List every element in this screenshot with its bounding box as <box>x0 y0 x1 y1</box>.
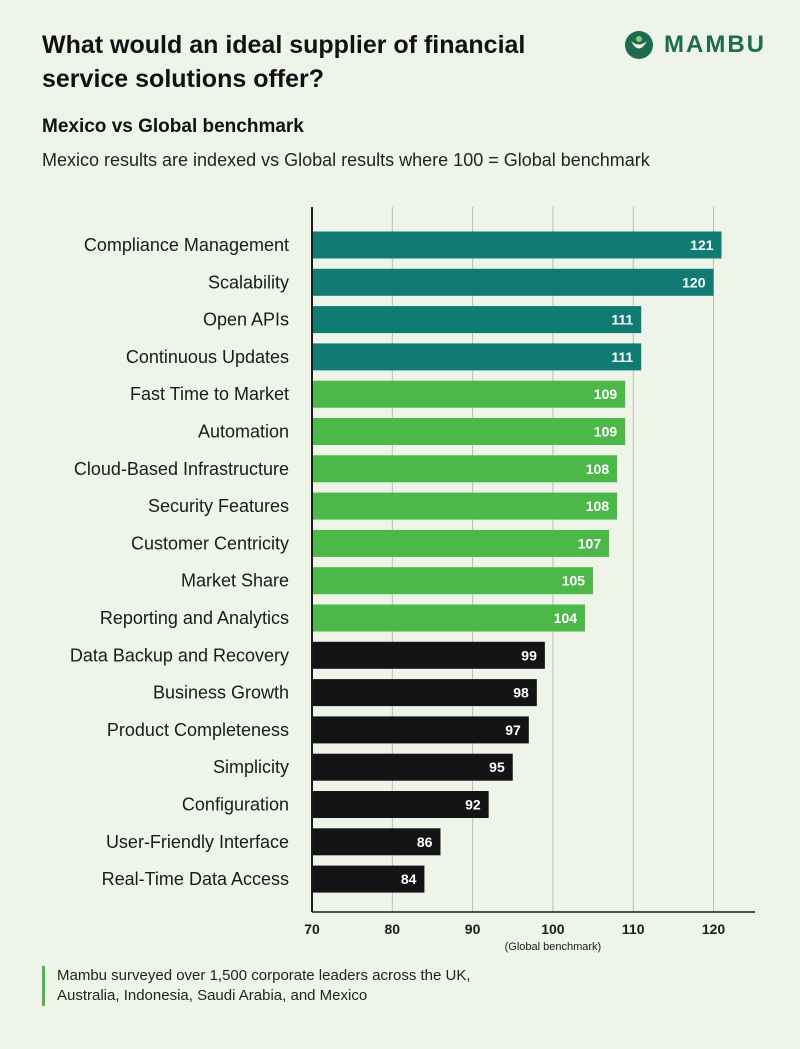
data-label: 107 <box>578 535 602 551</box>
category-label: Customer Centricity <box>131 533 289 553</box>
bar <box>312 306 642 334</box>
category-label: User-Friendly Interface <box>106 832 289 852</box>
category-label: Security Features <box>148 496 289 516</box>
data-label: 120 <box>682 274 706 290</box>
survey-footnote: Mambu surveyed over 1,500 corporate lead… <box>42 966 517 1006</box>
category-label: Continuous Updates <box>126 347 289 367</box>
data-label: 95 <box>489 759 505 775</box>
bar <box>312 604 586 632</box>
brand-logo: MAMBU <box>624 30 766 60</box>
data-label: 92 <box>465 797 481 813</box>
data-label: 98 <box>513 685 529 701</box>
category-label: Product Completeness <box>107 720 289 740</box>
bar <box>312 791 489 818</box>
category-label: Fast Time to Market <box>130 384 289 404</box>
chart-subtitle: Mexico vs Global benchmark <box>42 116 304 137</box>
data-label: 108 <box>586 461 610 477</box>
x-tick-label: 80 <box>385 921 401 937</box>
bar <box>312 343 642 371</box>
bar <box>312 231 722 259</box>
category-label: Market Share <box>181 571 289 591</box>
data-label: 111 <box>611 312 633 328</box>
data-label: 97 <box>505 722 521 738</box>
data-label: 105 <box>562 573 586 589</box>
data-label: 108 <box>586 498 610 514</box>
data-label: 109 <box>594 386 618 402</box>
data-label: 86 <box>417 834 433 850</box>
x-tick-label: 110 <box>622 921 645 937</box>
bar-chart: Compliance Management 121 Scalability 120 Op… <box>70 207 755 953</box>
bar <box>312 567 594 595</box>
data-label: 121 <box>690 237 714 253</box>
bar <box>312 828 441 856</box>
category-label: Real-Time Data Access <box>102 869 289 889</box>
category-label: Scalability <box>208 272 289 292</box>
bar <box>312 492 618 520</box>
bar <box>312 455 618 483</box>
bar <box>312 268 714 296</box>
x-tick-label: 100 <box>541 921 565 937</box>
category-label: Compliance Management <box>84 235 289 255</box>
x-tick-label: 70 <box>304 921 320 937</box>
category-label: Automation <box>198 422 289 442</box>
category-label: Reporting and Analytics <box>100 608 289 628</box>
category-label: Simplicity <box>213 757 289 777</box>
bar <box>312 716 529 744</box>
benchmark-caption: (Global benchmark) <box>505 941 602 953</box>
bar <box>312 679 537 707</box>
x-tick-label: 90 <box>465 921 481 937</box>
data-label: 84 <box>401 871 417 887</box>
bar <box>312 753 513 781</box>
index-note: Mexico results are indexed vs Global res… <box>42 150 650 170</box>
bar <box>312 418 626 445</box>
bar <box>312 529 610 557</box>
bar <box>312 865 425 893</box>
bar <box>312 641 545 669</box>
category-label: Data Backup and Recovery <box>70 645 289 665</box>
category-label: Business Growth <box>153 683 289 703</box>
category-label: Open APIs <box>203 310 289 330</box>
category-label: Cloud-Based Infrastructure <box>74 459 289 479</box>
x-tick-label: 120 <box>702 921 726 937</box>
mambu-logo-icon <box>625 31 654 59</box>
chart-title: What would an ideal supplier of financia… <box>42 31 526 93</box>
data-label: 104 <box>554 610 578 626</box>
data-label: 99 <box>521 647 537 663</box>
data-label: 111 <box>611 349 633 365</box>
category-label: Configuration <box>182 795 289 815</box>
data-label: 109 <box>594 424 618 440</box>
bar <box>312 380 626 408</box>
brand-name: MAMBU <box>664 31 766 58</box>
